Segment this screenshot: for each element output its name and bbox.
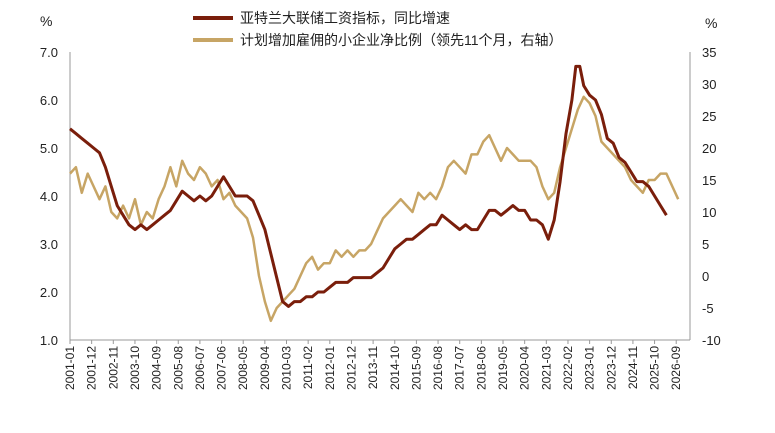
x-tick-label: 2013-11 — [366, 346, 380, 389]
x-tick-label: 2001-12 — [85, 346, 99, 390]
series-line-hiring-plans — [69, 95, 680, 323]
left-tick-label: 3.0 — [40, 237, 58, 252]
x-tick-label: 2016-08 — [431, 346, 445, 390]
x-tick-label: 2012-12 — [344, 346, 358, 390]
x-tick-label: 2015-09 — [409, 346, 423, 390]
right-tick-label: 20 — [702, 141, 716, 156]
series-layer — [69, 64, 680, 323]
x-tick-label: 2005-08 — [171, 346, 185, 390]
left-tick-label: 7.0 — [40, 45, 58, 60]
right-tick-label: 25 — [702, 109, 716, 124]
x-tick-label: 2001-01 — [63, 346, 77, 390]
x-tick-label: 2012-01 — [323, 346, 337, 390]
right-tick-label: 10 — [702, 205, 716, 220]
x-tick-label: 2026-09 — [669, 346, 683, 390]
x-tick-label: 2010-03 — [280, 346, 294, 390]
left-axis-unit: % — [40, 13, 52, 29]
x-tick-label: 2025-10 — [648, 346, 662, 390]
right-tick-label: -10 — [702, 333, 721, 348]
x-tick-label: 2020-04 — [518, 346, 532, 390]
right-tick-label: 0 — [702, 269, 709, 284]
left-tick-label: 6.0 — [40, 93, 58, 108]
series-line-wage-growth — [69, 64, 668, 308]
x-tick-label: 2007-06 — [215, 346, 229, 390]
x-tick-label: 2008-05 — [236, 346, 250, 390]
left-tick-label: 2.0 — [40, 285, 58, 300]
x-tick-label: 2019-05 — [496, 346, 510, 390]
left-tick-label: 4.0 — [40, 189, 58, 204]
x-tick-label: 2022-02 — [561, 346, 575, 390]
axes: 1.0 2.0 3.0 4.0 5.0 6.0 7.0 -10 -5 0 5 10 15 20 25 30 35… — [40, 45, 721, 390]
legend-label: 计划增加雇佣的小企业净比例（领先11个月，右轴） — [240, 32, 563, 48]
x-tick-label: 2023-01 — [583, 346, 597, 390]
x-tick-label: 2024-11 — [626, 346, 640, 389]
right-tick-label: -5 — [702, 301, 714, 316]
right-tick-label: 5 — [702, 237, 709, 252]
right-tick-label: 30 — [702, 77, 716, 92]
right-axis-unit: % — [705, 15, 717, 31]
x-tick-label: 2002-11 — [106, 346, 120, 389]
x-tick-label: 2006-07 — [193, 346, 207, 390]
left-tick-label: 5.0 — [40, 141, 58, 156]
x-tick-label: 2017-07 — [453, 346, 467, 390]
x-tick-label: 2003-10 — [128, 346, 142, 390]
legend-label: 亚特兰大联储工资指标，同比增速 — [240, 10, 450, 26]
x-tick-label: 2004-09 — [150, 346, 164, 390]
x-tick-label: 2021-03 — [539, 346, 553, 390]
x-tick-label: 2018-06 — [474, 346, 488, 390]
right-tick-label: 35 — [702, 45, 716, 60]
x-tick-label: 2023-12 — [604, 346, 618, 390]
x-tick-label: 2011-02 — [301, 346, 315, 389]
right-tick-label: 15 — [702, 173, 716, 188]
x-tick-label: 2014-10 — [388, 346, 402, 390]
x-tick-label: 2009-04 — [258, 346, 272, 390]
left-tick-label: 1.0 — [40, 333, 58, 348]
